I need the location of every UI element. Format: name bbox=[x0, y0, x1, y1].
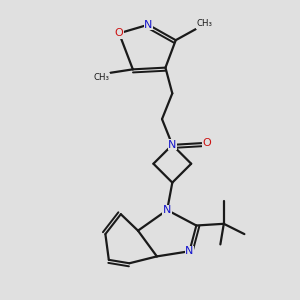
Text: CH₃: CH₃ bbox=[94, 74, 110, 82]
Text: N: N bbox=[168, 140, 176, 150]
Text: CH₃: CH₃ bbox=[197, 19, 213, 28]
Text: N: N bbox=[185, 246, 194, 256]
Text: O: O bbox=[202, 138, 211, 148]
Text: O: O bbox=[115, 28, 124, 38]
Text: N: N bbox=[163, 205, 171, 215]
Text: N: N bbox=[144, 20, 152, 30]
